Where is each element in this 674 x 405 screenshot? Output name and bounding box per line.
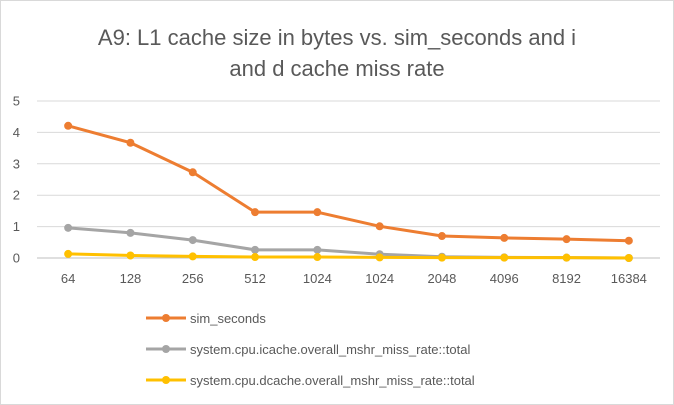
data-point bbox=[188, 168, 197, 177]
legend-item: system.cpu.dcache.overall_mshr_miss_rate… bbox=[146, 373, 475, 388]
x-tick-label: 1024 bbox=[303, 271, 332, 286]
y-tick-label: 3 bbox=[13, 156, 20, 171]
x-tick-label: 64 bbox=[61, 271, 75, 286]
data-point bbox=[64, 121, 73, 130]
series-line bbox=[66, 252, 631, 260]
series-line bbox=[66, 226, 631, 260]
y-tick-label: 4 bbox=[13, 125, 20, 140]
x-tick-label: 8192 bbox=[552, 271, 581, 286]
data-point bbox=[624, 254, 633, 262]
data-point bbox=[126, 251, 135, 260]
data-point bbox=[188, 236, 197, 245]
legend-item: sim_seconds bbox=[146, 311, 266, 326]
legend: sim_seconds system.cpu.icache.overall_msh… bbox=[146, 311, 475, 388]
data-point bbox=[313, 245, 322, 254]
data-point bbox=[64, 249, 73, 258]
data-point bbox=[624, 236, 633, 245]
x-tick-label: 256 bbox=[182, 271, 204, 286]
data-point bbox=[500, 233, 509, 242]
y-tick-label: 0 bbox=[13, 251, 20, 266]
chart-title: A9: L1 cache size in bytes vs. sim_secon… bbox=[0, 22, 674, 84]
data-point bbox=[188, 252, 197, 261]
legend-label: system.cpu.dcache.overall_mshr_miss_rate… bbox=[190, 373, 475, 388]
data-point bbox=[126, 138, 135, 147]
y-axis-tick-labels: 0 1 2 3 4 5 bbox=[13, 94, 20, 266]
y-tick-label: 2 bbox=[13, 188, 20, 203]
data-point bbox=[251, 245, 260, 254]
data-point bbox=[313, 208, 322, 217]
legend-item: system.cpu.icache.overall_mshr_miss_rate… bbox=[146, 342, 470, 357]
series-3 bbox=[64, 249, 633, 262]
x-axis-tick-labels: 64 128 256 512 1024 1024 2048 4096 8192 16384 bbox=[61, 271, 647, 286]
series-group bbox=[64, 121, 633, 262]
series-1 bbox=[64, 121, 633, 245]
x-tick-label: 2048 bbox=[427, 271, 456, 286]
x-tick-label: 1024 bbox=[365, 271, 394, 286]
legend-label: system.cpu.icache.overall_mshr_miss_rate… bbox=[190, 342, 470, 357]
data-point bbox=[375, 222, 384, 231]
chart-title-line-1: A9: L1 cache size in bytes vs. sim_secon… bbox=[97, 25, 577, 50]
legend-marker bbox=[162, 376, 170, 384]
data-point bbox=[562, 235, 571, 244]
data-point bbox=[313, 253, 322, 262]
data-point bbox=[500, 253, 509, 262]
x-tick-label: 4096 bbox=[490, 271, 519, 286]
data-point bbox=[251, 253, 260, 262]
legend-label: sim_seconds bbox=[190, 311, 266, 326]
data-point bbox=[437, 232, 446, 241]
data-point bbox=[437, 253, 446, 262]
data-point bbox=[251, 208, 260, 217]
y-tick-label: 1 bbox=[13, 219, 20, 234]
data-point bbox=[126, 228, 135, 237]
chart-title-line-2: and d cache miss rate bbox=[229, 56, 445, 81]
data-point bbox=[64, 223, 73, 232]
legend-marker bbox=[162, 314, 170, 322]
y-tick-label: 5 bbox=[13, 94, 20, 109]
series-line bbox=[66, 124, 631, 243]
x-tick-label: 512 bbox=[244, 271, 266, 286]
data-point bbox=[562, 253, 571, 262]
legend-marker bbox=[162, 345, 170, 353]
data-point bbox=[375, 253, 384, 262]
x-tick-label: 128 bbox=[120, 271, 142, 286]
x-tick-label: 16384 bbox=[611, 271, 647, 286]
